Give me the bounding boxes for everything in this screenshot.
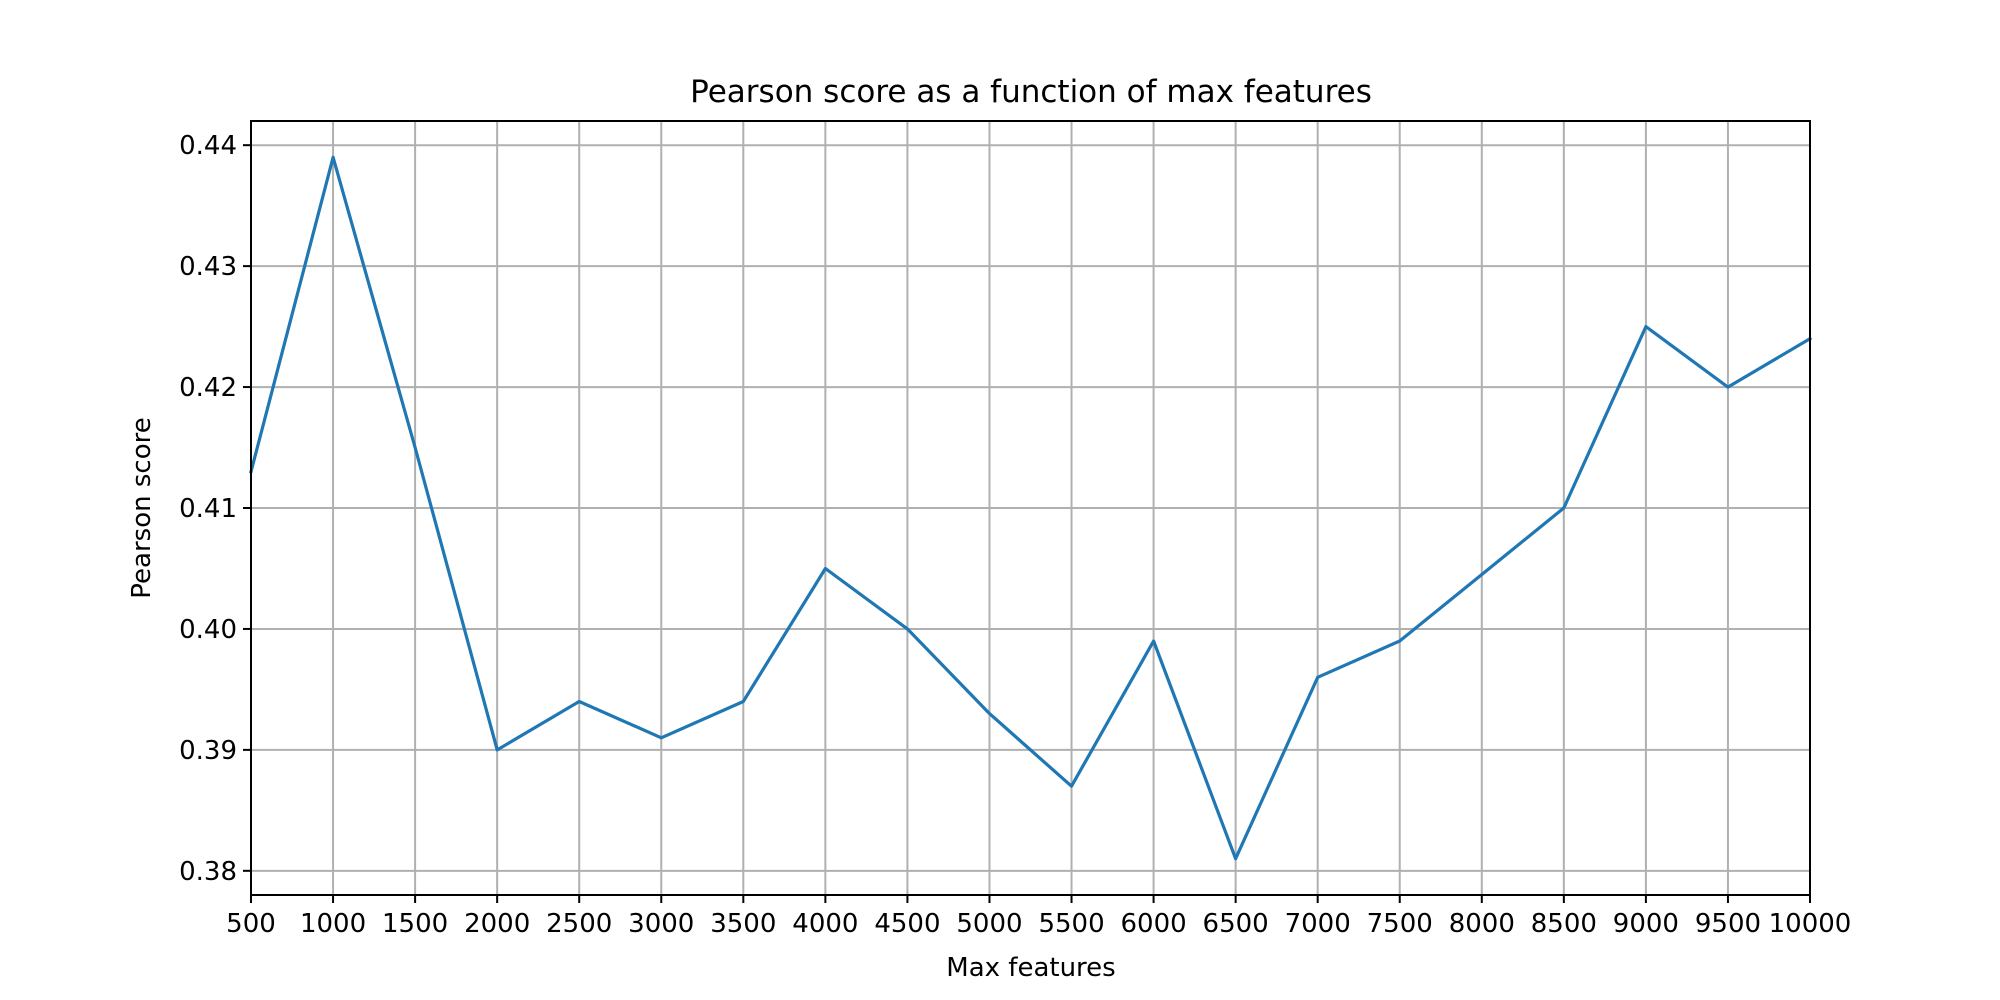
x-tick-label: 8000 — [1449, 909, 1515, 939]
chart-title: Pearson score as a function of max featu… — [690, 74, 1372, 110]
y-tick-label: 0.43 — [179, 252, 237, 282]
x-tick-label: 7500 — [1367, 909, 1433, 939]
y-axis: 0.38 0.39 0.40 0.41 0.42 0.43 0.44 — [179, 131, 251, 887]
y-tick-label: 0.39 — [179, 736, 237, 766]
x-tick-label: 9000 — [1613, 909, 1679, 939]
x-tick-label: 5000 — [956, 909, 1022, 939]
x-tick-label: 1000 — [300, 909, 366, 939]
y-tick-label: 0.40 — [179, 615, 237, 645]
x-tick-label: 1500 — [382, 909, 448, 939]
x-tick-label: 3500 — [710, 909, 776, 939]
x-tick-label: 9500 — [1695, 909, 1761, 939]
y-tick-label: 0.38 — [179, 857, 237, 887]
x-tick-label: 3000 — [628, 909, 694, 939]
y-tick-label: 0.42 — [179, 373, 237, 403]
y-tick-label: 0.41 — [179, 494, 237, 524]
x-tick-label: 500 — [226, 909, 276, 939]
x-tick-label: 2500 — [546, 909, 612, 939]
x-tick-label: 7000 — [1285, 909, 1351, 939]
x-tick-label: 8500 — [1531, 909, 1597, 939]
x-tick-label: 4500 — [874, 909, 940, 939]
x-tick-label: 6000 — [1120, 909, 1186, 939]
y-axis-label: Pearson score — [127, 417, 157, 598]
grid-lines — [250, 121, 1811, 895]
x-tick-label: 6500 — [1203, 909, 1269, 939]
x-tick-label: 10000 — [1769, 909, 1852, 939]
y-tick-label: 0.44 — [179, 131, 237, 161]
x-tick-label: 5500 — [1038, 909, 1104, 939]
x-axis-label: Max features — [946, 953, 1115, 983]
x-tick-label: 2000 — [464, 909, 530, 939]
x-tick-label: 4000 — [792, 909, 858, 939]
series-line — [249, 155, 1813, 861]
x-axis: 500 1000 1500 2000 2500 3000 3500 4000 4500 5000 5… — [226, 895, 1851, 939]
series-layer — [249, 155, 1813, 861]
